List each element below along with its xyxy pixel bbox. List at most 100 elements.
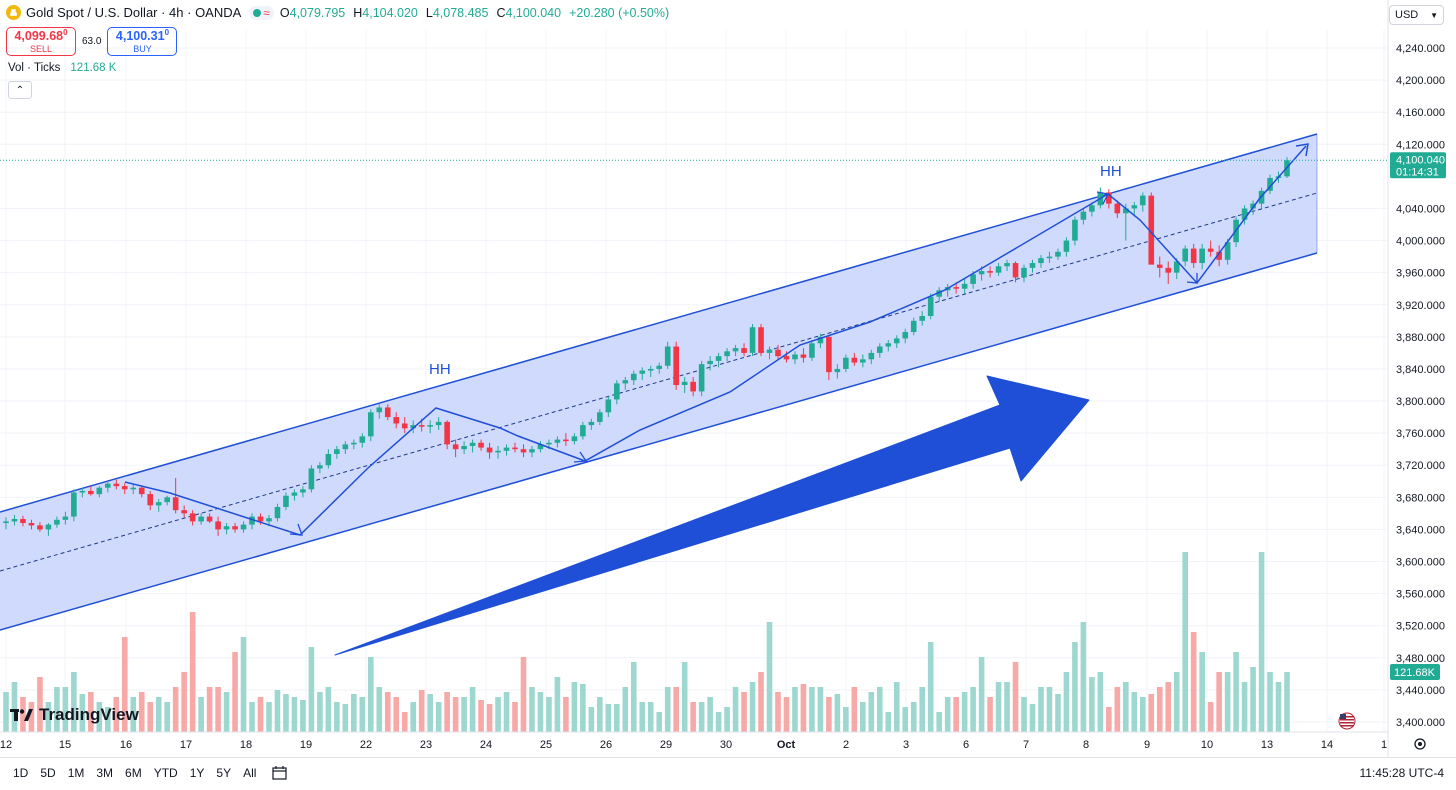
candle-body: [1241, 208, 1248, 220]
volume-bar: [54, 687, 60, 732]
price-axis[interactable]: 4,240.000 4,200.000 4,160.000 4,120.000 4,04…: [1338, 0, 1456, 757]
currency-select[interactable]: USD ▼: [1389, 5, 1444, 25]
candle-body: [257, 516, 264, 522]
volume-bar: [664, 687, 671, 732]
volume-bar: [1190, 632, 1197, 732]
candle-body: [809, 343, 815, 358]
volume-bar: [444, 692, 450, 732]
volume-bar: [605, 704, 612, 732]
high-value: 4,104.020: [362, 5, 418, 20]
drawing-lines[interactable]: [0, 143, 1388, 536]
time-tick-label: 12: [0, 739, 12, 751]
settings-gear-icon[interactable]: [1414, 738, 1426, 750]
time-tick-label: 9: [1144, 739, 1150, 751]
volume-bar: [978, 657, 985, 732]
market-status-pill[interactable]: ≈: [249, 5, 274, 20]
big-up-arrow[interactable]: [334, 375, 1090, 656]
time-axis[interactable]: 12 15 16 17 18 19 22 23 24 25 26 29 30 Oct 2 3 6 7 8 9 10 13 1…: [0, 731, 1426, 751]
candle-body: [1089, 205, 1095, 212]
price-tick-label: 3,520.000: [1396, 621, 1445, 633]
candle-body: [206, 516, 213, 522]
bottom-toolbar: 1D 5D 1M 3M 6M YTD 1Y 5Y All 11:45:28 UT…: [0, 757, 1456, 788]
volume-bar: [359, 697, 366, 732]
volume-bar: [512, 702, 518, 732]
candle-body: [614, 383, 620, 400]
candle-body: [45, 524, 52, 530]
candle-body: [563, 439, 569, 442]
candle-body: [529, 449, 535, 453]
volume-bar: [308, 647, 315, 732]
collapse-legend-button[interactable]: ⌃: [8, 81, 32, 99]
volume-legend[interactable]: Vol · Ticks 121.68 K: [8, 62, 116, 74]
channel-median-line: [0, 192, 1318, 572]
range-1m[interactable]: 1M: [67, 766, 85, 780]
volume-bar: [707, 697, 713, 732]
volume-bar: [189, 612, 196, 732]
volume-bar: [783, 697, 790, 732]
candle-body: [283, 495, 289, 507]
candle-body: [266, 518, 272, 522]
volume-bar: [486, 704, 493, 732]
volume-bar: [215, 687, 221, 732]
price-tick-label: 3,600.000: [1396, 557, 1445, 569]
candle-body: [580, 425, 586, 437]
sell-button[interactable]: 4,099.680 SELL: [6, 27, 76, 56]
candle-body: [147, 494, 154, 506]
symbol-title[interactable]: Gold Spot / U.S. Dollar · 4h · OANDA: [26, 5, 242, 20]
volume-bar: [435, 702, 442, 732]
time-tick-label: 18: [240, 739, 252, 751]
time-tick-label: 8: [1083, 739, 1089, 751]
time-tick-label: 6: [963, 739, 969, 751]
buy-button[interactable]: 4,100.310 BUY: [107, 27, 178, 56]
candle-body: [1199, 248, 1205, 264]
candle-body: [622, 380, 629, 384]
volume-bar: [1106, 707, 1112, 732]
volume-label: Vol · Ticks: [8, 62, 61, 74]
calendar-goto-icon[interactable]: [272, 766, 288, 780]
volume-bar: [121, 637, 128, 732]
volume-bar: [766, 622, 773, 732]
volume-bar: [953, 697, 959, 732]
price-tick-label: 3,800.000: [1396, 396, 1445, 408]
range-all[interactable]: All: [243, 766, 257, 780]
volume-bar: [164, 702, 170, 732]
candle-body: [724, 351, 730, 357]
volume-bar: [71, 672, 77, 732]
clock-timezone[interactable]: 11:45:28 UTC-4: [1359, 766, 1445, 780]
range-1y[interactable]: 1Y: [189, 766, 205, 780]
range-5d[interactable]: 5D: [40, 766, 56, 780]
symbol-legend[interactable]: Gold Spot / U.S. Dollar · 4h · OANDA ≈ O…: [6, 5, 669, 20]
range-ytd[interactable]: YTD: [153, 766, 178, 780]
volume-badge-text: 121.68K: [1394, 667, 1436, 679]
big-arrow-shape: [334, 375, 1090, 656]
candle-body: [486, 447, 493, 453]
us-flag-icon: [1338, 712, 1356, 730]
range-1d[interactable]: 1D: [13, 766, 29, 780]
candle-body: [401, 423, 408, 429]
candle-body: [138, 487, 145, 495]
range-3m[interactable]: 3M: [96, 766, 114, 780]
candle-body: [681, 381, 688, 385]
candle-body: [88, 490, 94, 495]
volume-bar: [1216, 672, 1222, 732]
candle-body: [766, 349, 773, 353]
volume-bar: [1258, 552, 1265, 732]
volume-bar: [113, 697, 120, 732]
volume-bar: [410, 702, 417, 732]
candle-body: [1207, 248, 1214, 252]
candle-body: [249, 516, 255, 525]
candle-body: [1250, 203, 1256, 209]
candle-body: [384, 407, 391, 418]
volume-bar: [325, 687, 332, 732]
time-tick-label: 1: [1381, 739, 1387, 751]
price-tick-label: 4,040.000: [1396, 203, 1445, 215]
swing-arrowhead-3: [1186, 273, 1198, 284]
candle-body: [868, 352, 875, 360]
volume-bar: [240, 637, 247, 732]
range-5y[interactable]: 5Y: [216, 766, 232, 780]
range-6m[interactable]: 6M: [125, 766, 142, 780]
volume-bar: [758, 672, 764, 732]
volume-bar: [1250, 667, 1256, 732]
